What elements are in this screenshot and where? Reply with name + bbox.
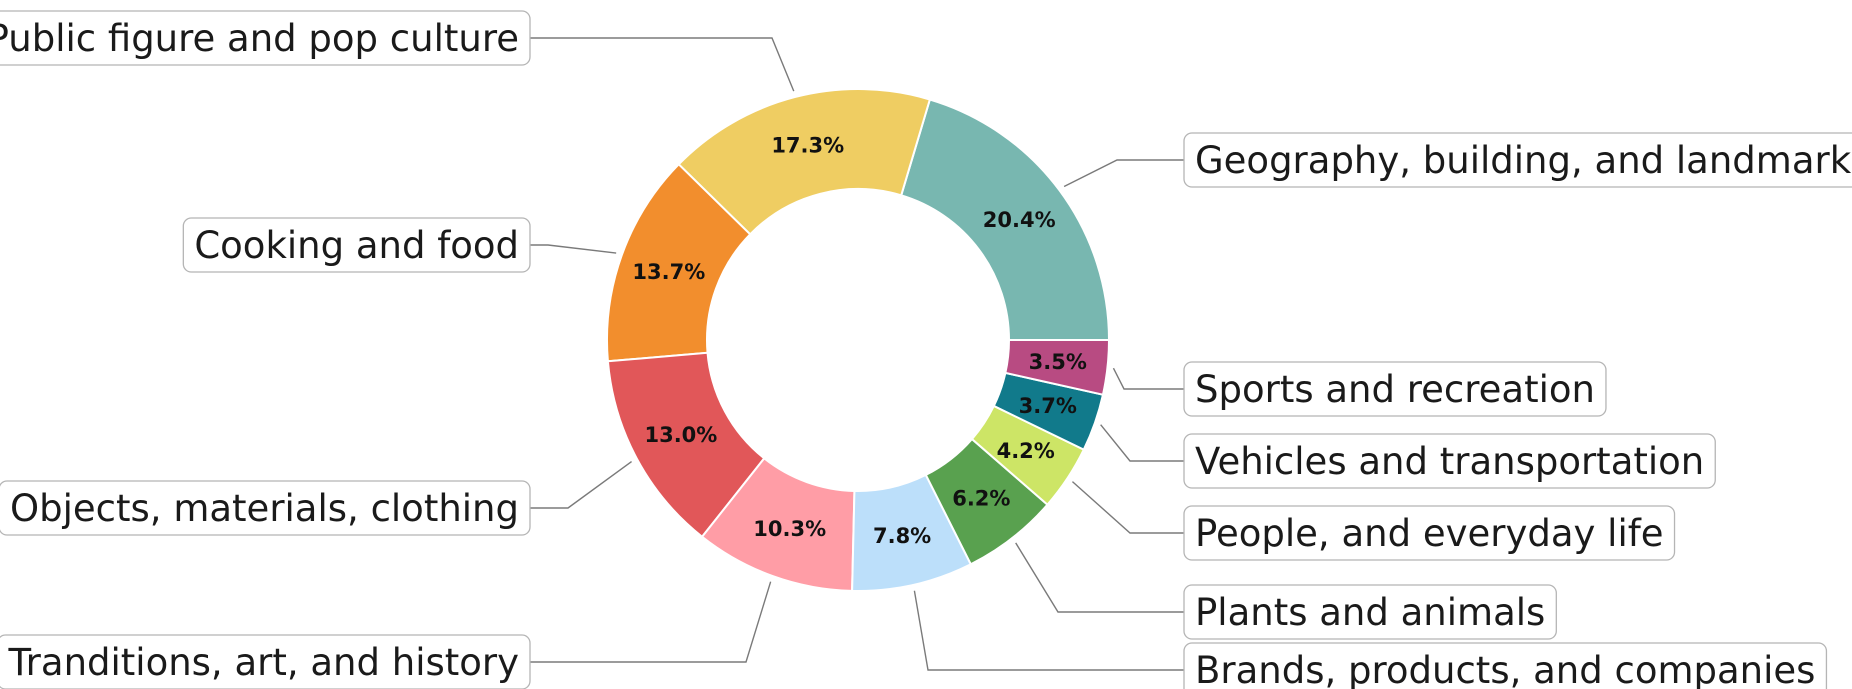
- leader-line-people-and-everyday-life: [1071, 481, 1184, 534]
- pct-label-cooking-and-food: 13.7%: [632, 260, 705, 284]
- leader-line-public-figure-and-pop-culture: [530, 37, 795, 92]
- slice-sports-and-recreation: [1004, 339, 1111, 396]
- leader-line-vehicles-and-transportation: [1100, 424, 1184, 462]
- leader-line-geography-building-and-landmarks: [1063, 159, 1184, 188]
- callout-label-people-and-everyday-life: People, and everyday life: [1195, 512, 1664, 555]
- callout-label-plants-and-animals: Plants and animals: [1195, 591, 1545, 634]
- callout-box-sports-and-recreation: [1183, 361, 1607, 417]
- pct-label-public-figure-and-pop-culture: 17.3%: [771, 133, 844, 157]
- pct-label-people-and-everyday-life: 4.2%: [997, 439, 1055, 463]
- pct-label-brands-products-and-companies: 7.8%: [873, 524, 931, 548]
- callout-box-plants-and-animals: [1183, 584, 1557, 640]
- leader-lines-group: [530, 37, 1184, 671]
- callout-box-geography-building-and-landmarks: [1183, 132, 1852, 188]
- percentage-labels-group: 20.4% 17.3% 13.7% 13.0% 10.3% 7.8% 6.2% 4.2% 3.7…: [632, 133, 1086, 548]
- callout-box-vehicles-and-transportation: [1183, 433, 1716, 489]
- callout-box-public-figure-and-pop-culture: [0, 10, 531, 66]
- callout-label-brands-products-and-companies: Brands, products, and companies: [1195, 649, 1815, 689]
- callout-box-objects-materials-clothing: [0, 480, 531, 536]
- callout-box-cooking-and-food: [182, 217, 531, 273]
- slices-group: [606, 88, 1111, 592]
- leader-line-sports-and-recreation: [1112, 367, 1184, 390]
- callout-label-geography-building-and-landmarks: Geography, building, and landmarks: [1195, 139, 1852, 182]
- callout-box-people-and-everyday-life: [1183, 505, 1676, 561]
- pct-label-tranditions-art-and-history: 10.3%: [753, 517, 826, 541]
- pct-label-vehicles-and-transportation: 3.7%: [1019, 394, 1077, 418]
- leader-line-plants-and-animals: [1015, 542, 1184, 613]
- callout-label-objects-materials-clothing: Objects, materials, clothing: [10, 487, 519, 530]
- leader-line-brands-products-and-companies: [913, 590, 1184, 671]
- category-callouts-group: Geography, building, and landmarks Public…: [0, 10, 1852, 689]
- pct-label-geography-building-and-landmarks: 20.4%: [983, 208, 1056, 232]
- slice-geography-building-and-landmarks: [899, 98, 1111, 341]
- pct-label-objects-materials-clothing: 13.0%: [644, 423, 717, 447]
- callout-label-cooking-and-food: Cooking and food: [194, 224, 519, 267]
- leader-line-tranditions-art-and-history: [530, 581, 772, 663]
- callout-label-vehicles-and-transportation: Vehicles and transportation: [1195, 440, 1704, 483]
- pct-label-sports-and-recreation: 3.5%: [1029, 350, 1087, 374]
- callout-label-tranditions-art-and-history: Tranditions, art, and history: [8, 641, 519, 684]
- leader-line-cooking-and-food: [530, 244, 617, 254]
- callout-box-brands-products-and-companies: [1183, 642, 1828, 689]
- pct-label-plants-and-animals: 6.2%: [952, 487, 1010, 511]
- leader-line-objects-materials-clothing: [530, 461, 632, 509]
- callout-label-public-figure-and-pop-culture: Public figure and pop culture: [0, 17, 519, 60]
- callout-box-tranditions-art-and-history: [0, 634, 531, 689]
- callout-label-sports-and-recreation: Sports and recreation: [1195, 368, 1595, 411]
